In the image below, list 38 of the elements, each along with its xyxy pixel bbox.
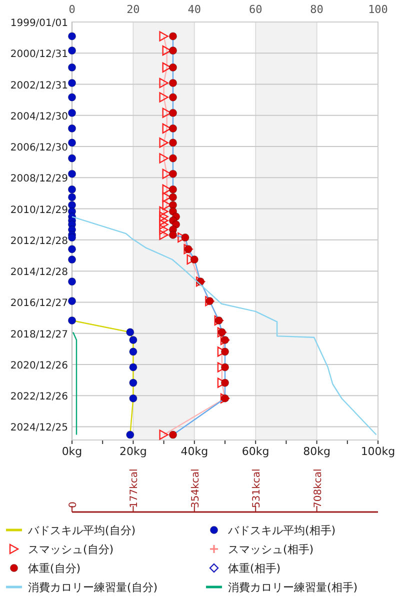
x2-tick-label: 531kcal [252,468,263,508]
x2-tick-label: 177kcal [129,468,140,508]
y-tick-label: 2010/12/29 [10,204,68,216]
y-tick-label: 2016/12/27 [10,298,68,310]
x2-tick-label: 354kcal [190,468,202,508]
text: 80 [310,3,324,16]
legend-label: スマッシュ(相手) [228,543,314,556]
legend-label: 体重(自分) [28,562,81,575]
y-tick-label: 2012/12/28 [10,236,68,247]
x-tick-label: 40kg [180,445,208,458]
y-tick-label: 1999/01/01 [10,18,68,29]
text: 60 [248,3,262,16]
x2-tick-label: 708kcal [312,468,324,508]
x-tick-label: 20kg [120,445,147,458]
y-tick-label: 2000/12/31 [10,49,68,60]
y-tick-label: 2006/12/30 [10,142,68,154]
legend-label: バドスキル平均(相手) [227,524,336,537]
text: 20 [126,3,140,16]
x-tick-label: 80kg [303,445,330,458]
y-tick-label: 2004/12/30 [10,111,68,122]
text: 100 [368,3,388,16]
legend-label: 消費カロリー練習量(相手) [228,581,358,594]
x-tick-label: 0kg [62,445,82,458]
y-tick-label: 2002/12/31 [10,80,68,92]
y-tick-label: 2018/12/27 [10,329,68,340]
y-tick-label: 2024/12/25 [10,422,68,434]
y-tick-label: 2008/12/29 [10,174,68,185]
text: 40 [188,3,202,16]
legend-label: スマッシュ(自分) [28,543,114,556]
legend-label: 消費カロリー練習量(自分) [28,581,158,594]
legend-label: バドスキル平均(自分) [27,524,136,537]
x-tick-label: 60kg [242,445,270,458]
text: 0 [68,3,76,16]
y-tick-label: 2014/12/28 [10,267,68,278]
legend-label: 体重(相手) [228,562,281,575]
y-tick-label: 2022/12/26 [10,392,68,403]
x-tick-label: 100kg [360,445,396,458]
y-tick-label: 2020/12/26 [10,360,68,372]
